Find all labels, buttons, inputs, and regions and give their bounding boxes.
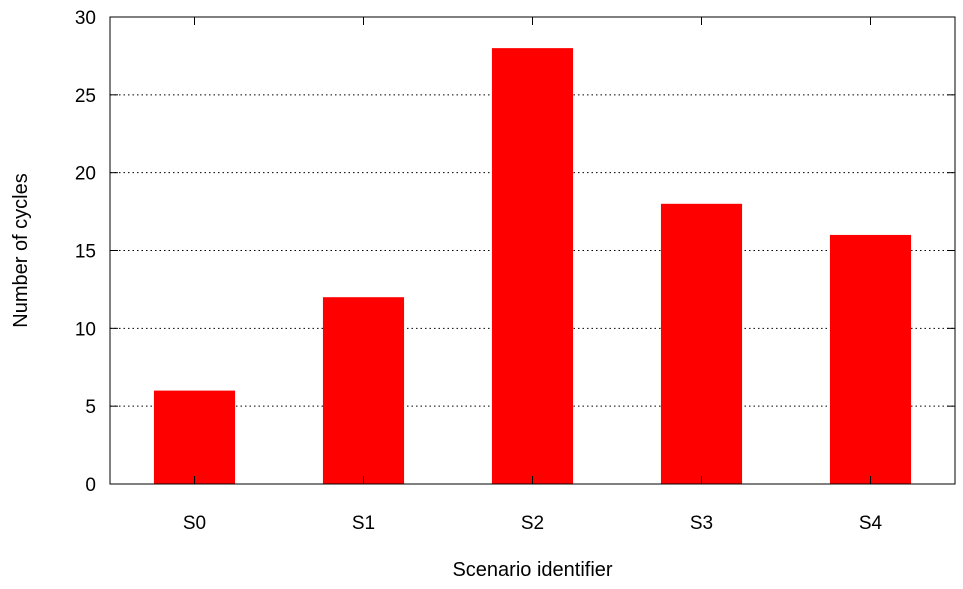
x-tick-label: S3 bbox=[690, 513, 713, 534]
y-axis-label: Number of cycles bbox=[10, 173, 32, 328]
y-tick-labels: 0 5 10 15 20 25 30 bbox=[75, 8, 96, 496]
x-tick-label: S4 bbox=[859, 513, 883, 534]
x-tick-labels: S0 S1 S2 S3 S4 bbox=[183, 513, 883, 534]
grid-lines bbox=[110, 94, 955, 407]
bar-s4 bbox=[829, 234, 912, 484]
y-tick-label: 25 bbox=[75, 86, 96, 107]
y-tick-label: 0 bbox=[85, 475, 96, 496]
y-tick-label: 30 bbox=[75, 8, 96, 29]
x-tick-label: S2 bbox=[521, 513, 544, 534]
axis-ticks bbox=[110, 16, 955, 485]
x-axis-label: Scenario identifier bbox=[452, 559, 612, 581]
bar-s1 bbox=[322, 297, 405, 484]
x-tick-label: S0 bbox=[183, 513, 206, 534]
bars bbox=[153, 48, 912, 485]
y-tick-label: 20 bbox=[75, 164, 96, 185]
x-tick-label: S1 bbox=[352, 513, 375, 534]
y-tick-label: 10 bbox=[75, 319, 96, 340]
bar-s2 bbox=[491, 48, 574, 485]
y-tick-label: 5 bbox=[85, 397, 96, 418]
y-tick-label: 15 bbox=[75, 242, 96, 263]
bar-s3 bbox=[660, 203, 743, 485]
bar-s0 bbox=[153, 390, 236, 484]
